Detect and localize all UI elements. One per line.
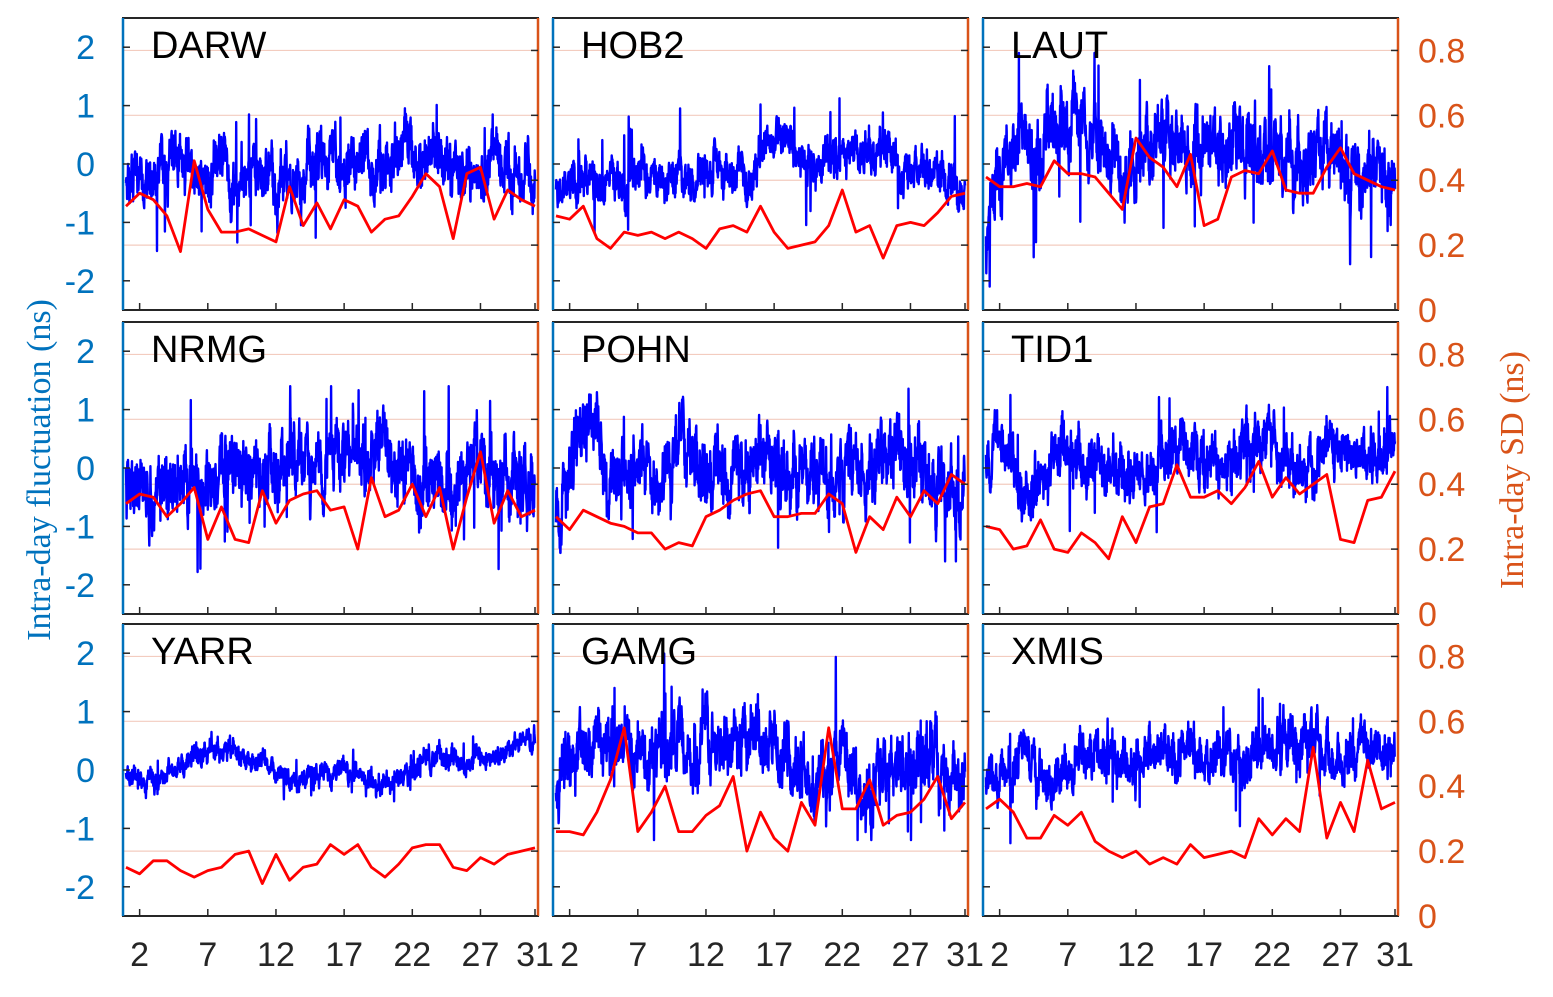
y-right-tick-label: 0.2 [1418,531,1465,569]
y-left-tick-label: 2 [76,29,95,67]
x-tick-label: 12 [257,936,295,974]
y-left-tick-label: 1 [76,392,95,430]
x-tick-label: 12 [687,936,725,974]
y-right-tick-label: 0.8 [1418,336,1465,374]
x-tick-label: 12 [1117,936,1155,974]
fluctuation-line-yarr [124,724,537,803]
station-label-laut: LAUT [1011,25,1108,67]
fluctuation-line-pohn [554,387,966,563]
sd-line-pohn [555,473,966,554]
y-right-tick-label: 0.2 [1418,227,1465,265]
fluctuation-line-laut [984,51,1397,288]
x-tick-label: 2 [990,936,1009,974]
series-lines [124,51,1397,885]
station-label-pohn: POHN [581,329,691,371]
sd-line-yarr [125,843,536,885]
y-right-tick-label: 0.6 [1418,703,1465,741]
x-tick-label: 31 [516,936,554,974]
x-tick-label: 7 [628,936,647,974]
fluctuation-line-darw [124,103,537,253]
sd-line-tid1 [985,460,1397,561]
x-tick-label: 27 [462,936,500,974]
x-tick-label: 22 [1253,936,1291,974]
sd-line-hob2 [555,188,966,260]
station-label-hob2: HOB2 [581,25,684,67]
station-label-darw: DARW [151,25,267,67]
y-right-tick-label: 0.4 [1418,466,1465,504]
y-left-tick-label: 0 [76,752,95,790]
station-label-yarr: YARR [151,631,254,673]
chart-text: DARW 2 1 0 -1 -2 HOB2 LAUT 0.8 0.6 0.4 0.2 0 NRMG 2 1 0 -… [65,25,1466,974]
x-tick-label: 2 [130,936,149,974]
y-right-tick-label: 0.4 [1418,162,1465,200]
sd-line-laut [985,136,1396,228]
y-left-tick-label: 0 [76,146,95,184]
y-left-tick-label: 2 [76,635,95,673]
y-left-tick-label: -2 [65,263,95,301]
y-right-tick-label: 0.8 [1418,638,1465,676]
y-left-tick-label: -2 [65,567,95,605]
x-tick-label: 27 [892,936,930,974]
x-tick-label: 7 [1058,936,1077,974]
y-right-tick-label: 0.6 [1418,97,1465,135]
x-tick-label: 22 [823,936,861,974]
y-axis-label-right: Intra-day SD (ns) [1494,351,1531,589]
fluctuation-line-xmis [984,688,1397,845]
x-tick-label: 22 [393,936,431,974]
station-label-nrmg: NRMG [151,329,267,371]
sd-line-xmis [985,745,1396,866]
y-right-tick-label: 0.6 [1418,401,1465,439]
y-axis-label-left: Intra-day fluctuation (ns) [21,299,58,641]
fluctuation-line-hob2 [554,97,967,235]
fluctuation-line-nrmg [124,385,537,574]
y-left-tick-label: 2 [76,333,95,371]
sd-line-nrmg [125,450,536,551]
x-tick-label: 17 [325,936,363,974]
fluctuation-line-tid1 [984,385,1397,534]
x-tick-label: 2 [560,936,579,974]
sd-line-darw [125,159,536,254]
station-label-gamg: GAMG [581,631,697,673]
y-right-tick-label: 0.2 [1418,833,1465,871]
y-right-tick-label: 0 [1418,898,1437,936]
x-tick-label: 7 [198,936,217,974]
x-tick-label: 27 [1322,936,1360,974]
y-left-tick-label: -1 [65,508,95,546]
station-label-tid1: TID1 [1011,329,1093,371]
sd-line-gamg [556,726,967,853]
y-left-tick-label: 1 [76,88,95,126]
y-right-tick-label: 0.4 [1418,768,1465,806]
y-left-tick-label: -1 [65,204,95,242]
y-left-tick-label: 1 [76,694,95,732]
y-left-tick-label: -2 [65,869,95,907]
x-tick-label: 17 [1185,936,1223,974]
x-tick-label: 31 [1376,936,1414,974]
x-tick-label: 31 [946,936,984,974]
y-left-tick-label: -1 [65,810,95,848]
y-right-tick-label: 0 [1418,596,1437,634]
x-tick-label: 17 [755,936,793,974]
y-right-tick-label: 0.8 [1418,32,1465,70]
station-label-xmis: XMIS [1011,631,1104,673]
y-left-tick-label: 0 [76,450,95,488]
panel-frames [121,17,1400,917]
y-right-tick-label: 0 [1418,292,1437,330]
